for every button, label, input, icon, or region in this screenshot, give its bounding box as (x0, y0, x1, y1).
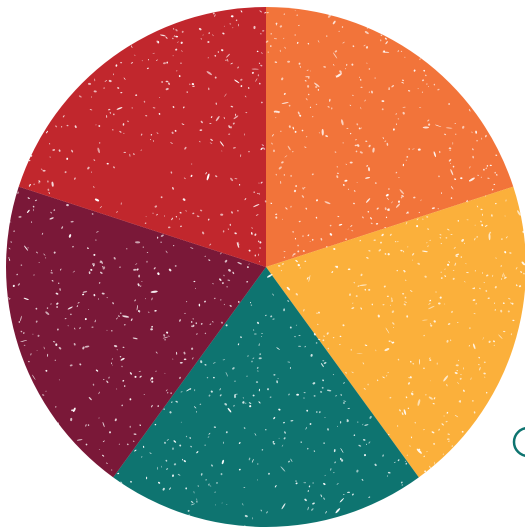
segment-maroon (6, 186, 266, 478)
partial-circle-icon (512, 427, 525, 457)
pie-segments (6, 7, 525, 527)
texture-speckles (6, 10, 525, 527)
segment-red (18, 7, 267, 267)
segment-yellow (266, 186, 525, 478)
segment-teal (113, 267, 419, 527)
